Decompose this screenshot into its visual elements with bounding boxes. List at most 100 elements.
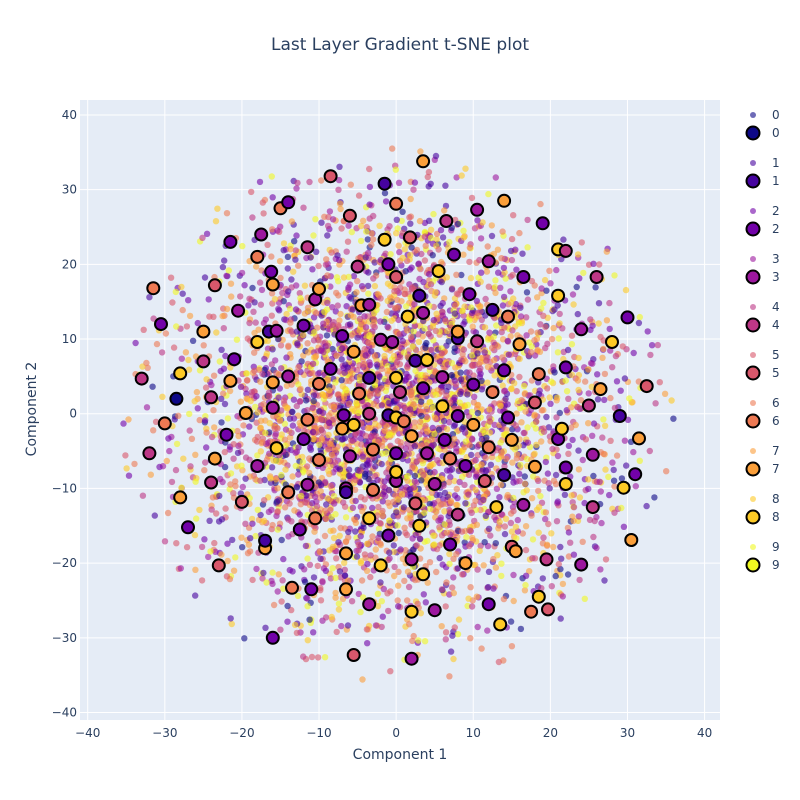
data-point xyxy=(512,246,519,253)
legend-item[interactable]: 2 xyxy=(750,204,780,218)
data-point xyxy=(393,216,400,223)
data-point xyxy=(531,450,538,457)
data-point xyxy=(269,569,276,576)
data-point xyxy=(420,471,427,479)
highlighted-data-point xyxy=(362,406,377,421)
data-point xyxy=(460,227,467,234)
data-point xyxy=(421,257,429,264)
highlighted-data-point xyxy=(416,381,431,396)
highlighted-data-point xyxy=(300,240,315,255)
data-point xyxy=(306,561,314,568)
data-point xyxy=(324,495,331,502)
legend-item[interactable]: 0 xyxy=(745,125,780,141)
data-point xyxy=(235,432,242,440)
data-point xyxy=(372,554,379,561)
data-point xyxy=(424,428,431,435)
data-point xyxy=(125,416,132,423)
legend-label: 9 xyxy=(772,540,780,554)
highlighted-data-point xyxy=(281,195,296,210)
data-point xyxy=(411,576,419,584)
data-point xyxy=(198,543,206,551)
data-point xyxy=(329,565,336,572)
data-point xyxy=(306,469,313,476)
data-point xyxy=(303,499,310,506)
data-point xyxy=(510,494,517,502)
legend-item[interactable]: 3 xyxy=(745,269,780,285)
data-point xyxy=(336,532,343,539)
data-point xyxy=(218,346,225,353)
legend[interactable]: 0 0 1 1 2 2 3 3 4 4 5 5 6 6 7 7 8 8 9 9 xyxy=(745,108,780,573)
data-point xyxy=(270,601,278,609)
data-point xyxy=(468,194,476,202)
data-point xyxy=(367,573,374,581)
legend-item[interactable]: 5 xyxy=(745,365,780,381)
data-point xyxy=(201,467,208,474)
data-point xyxy=(268,312,275,319)
legend-item[interactable]: 4 xyxy=(750,300,780,314)
data-point xyxy=(648,342,656,349)
legend-item[interactable]: 7 xyxy=(745,461,780,477)
data-point xyxy=(389,364,396,371)
legend-item[interactable]: 2 xyxy=(745,221,780,237)
data-point xyxy=(462,429,469,436)
data-point xyxy=(408,333,415,340)
data-point xyxy=(228,293,235,300)
data-point xyxy=(294,179,301,187)
highlighted-data-point xyxy=(431,264,446,279)
data-point xyxy=(595,300,603,307)
data-point xyxy=(401,524,408,531)
data-point xyxy=(213,510,220,517)
highlighted-data-point xyxy=(389,196,404,211)
legend-item[interactable]: 0 xyxy=(750,108,780,122)
data-point xyxy=(529,555,536,562)
highlighted-data-point xyxy=(524,604,539,619)
highlighted-points xyxy=(134,154,654,666)
data-point xyxy=(314,348,321,355)
data-point xyxy=(248,389,256,396)
data-point xyxy=(453,485,460,493)
highlighted-data-point xyxy=(501,410,515,425)
legend-item[interactable]: 6 xyxy=(745,413,780,429)
data-point xyxy=(304,595,311,602)
legend-item[interactable]: 9 xyxy=(745,557,780,573)
data-point xyxy=(478,461,485,468)
legend-item[interactable]: 9 xyxy=(750,540,780,554)
data-point xyxy=(289,422,297,429)
data-point xyxy=(569,436,576,444)
data-point xyxy=(468,304,475,311)
data-point xyxy=(548,378,555,385)
legend-item[interactable]: 6 xyxy=(750,396,780,410)
legend-item[interactable]: 8 xyxy=(750,492,780,506)
data-point xyxy=(362,432,369,439)
data-point xyxy=(474,443,481,450)
legend-item[interactable]: 4 xyxy=(745,317,780,333)
data-point xyxy=(196,416,203,424)
legend-item[interactable]: 5 xyxy=(750,348,780,362)
highlighted-data-point xyxy=(427,477,442,491)
data-point xyxy=(356,327,363,334)
data-point xyxy=(485,525,493,532)
highlighted-data-point xyxy=(264,264,279,279)
data-point xyxy=(406,621,413,628)
data-point xyxy=(438,532,446,539)
data-point xyxy=(340,394,348,401)
highlighted-data-point xyxy=(296,432,311,447)
data-point xyxy=(364,249,372,257)
x-tick-label: 10 xyxy=(466,726,481,740)
data-point xyxy=(486,414,493,421)
data-point xyxy=(372,463,379,470)
legend-item[interactable]: 1 xyxy=(745,173,780,189)
data-point xyxy=(515,320,523,327)
legend-item[interactable]: 1 xyxy=(750,156,780,170)
legend-item[interactable]: 7 xyxy=(750,444,780,458)
data-point xyxy=(296,290,303,297)
data-point xyxy=(404,327,411,334)
legend-item[interactable]: 3 xyxy=(750,252,780,266)
data-point xyxy=(201,274,209,281)
data-point xyxy=(442,317,449,324)
data-point xyxy=(533,441,540,448)
x-tick-label: 40 xyxy=(697,726,712,740)
legend-item[interactable]: 8 xyxy=(745,509,780,525)
data-point xyxy=(507,333,514,340)
highlighted-data-point xyxy=(574,557,589,572)
